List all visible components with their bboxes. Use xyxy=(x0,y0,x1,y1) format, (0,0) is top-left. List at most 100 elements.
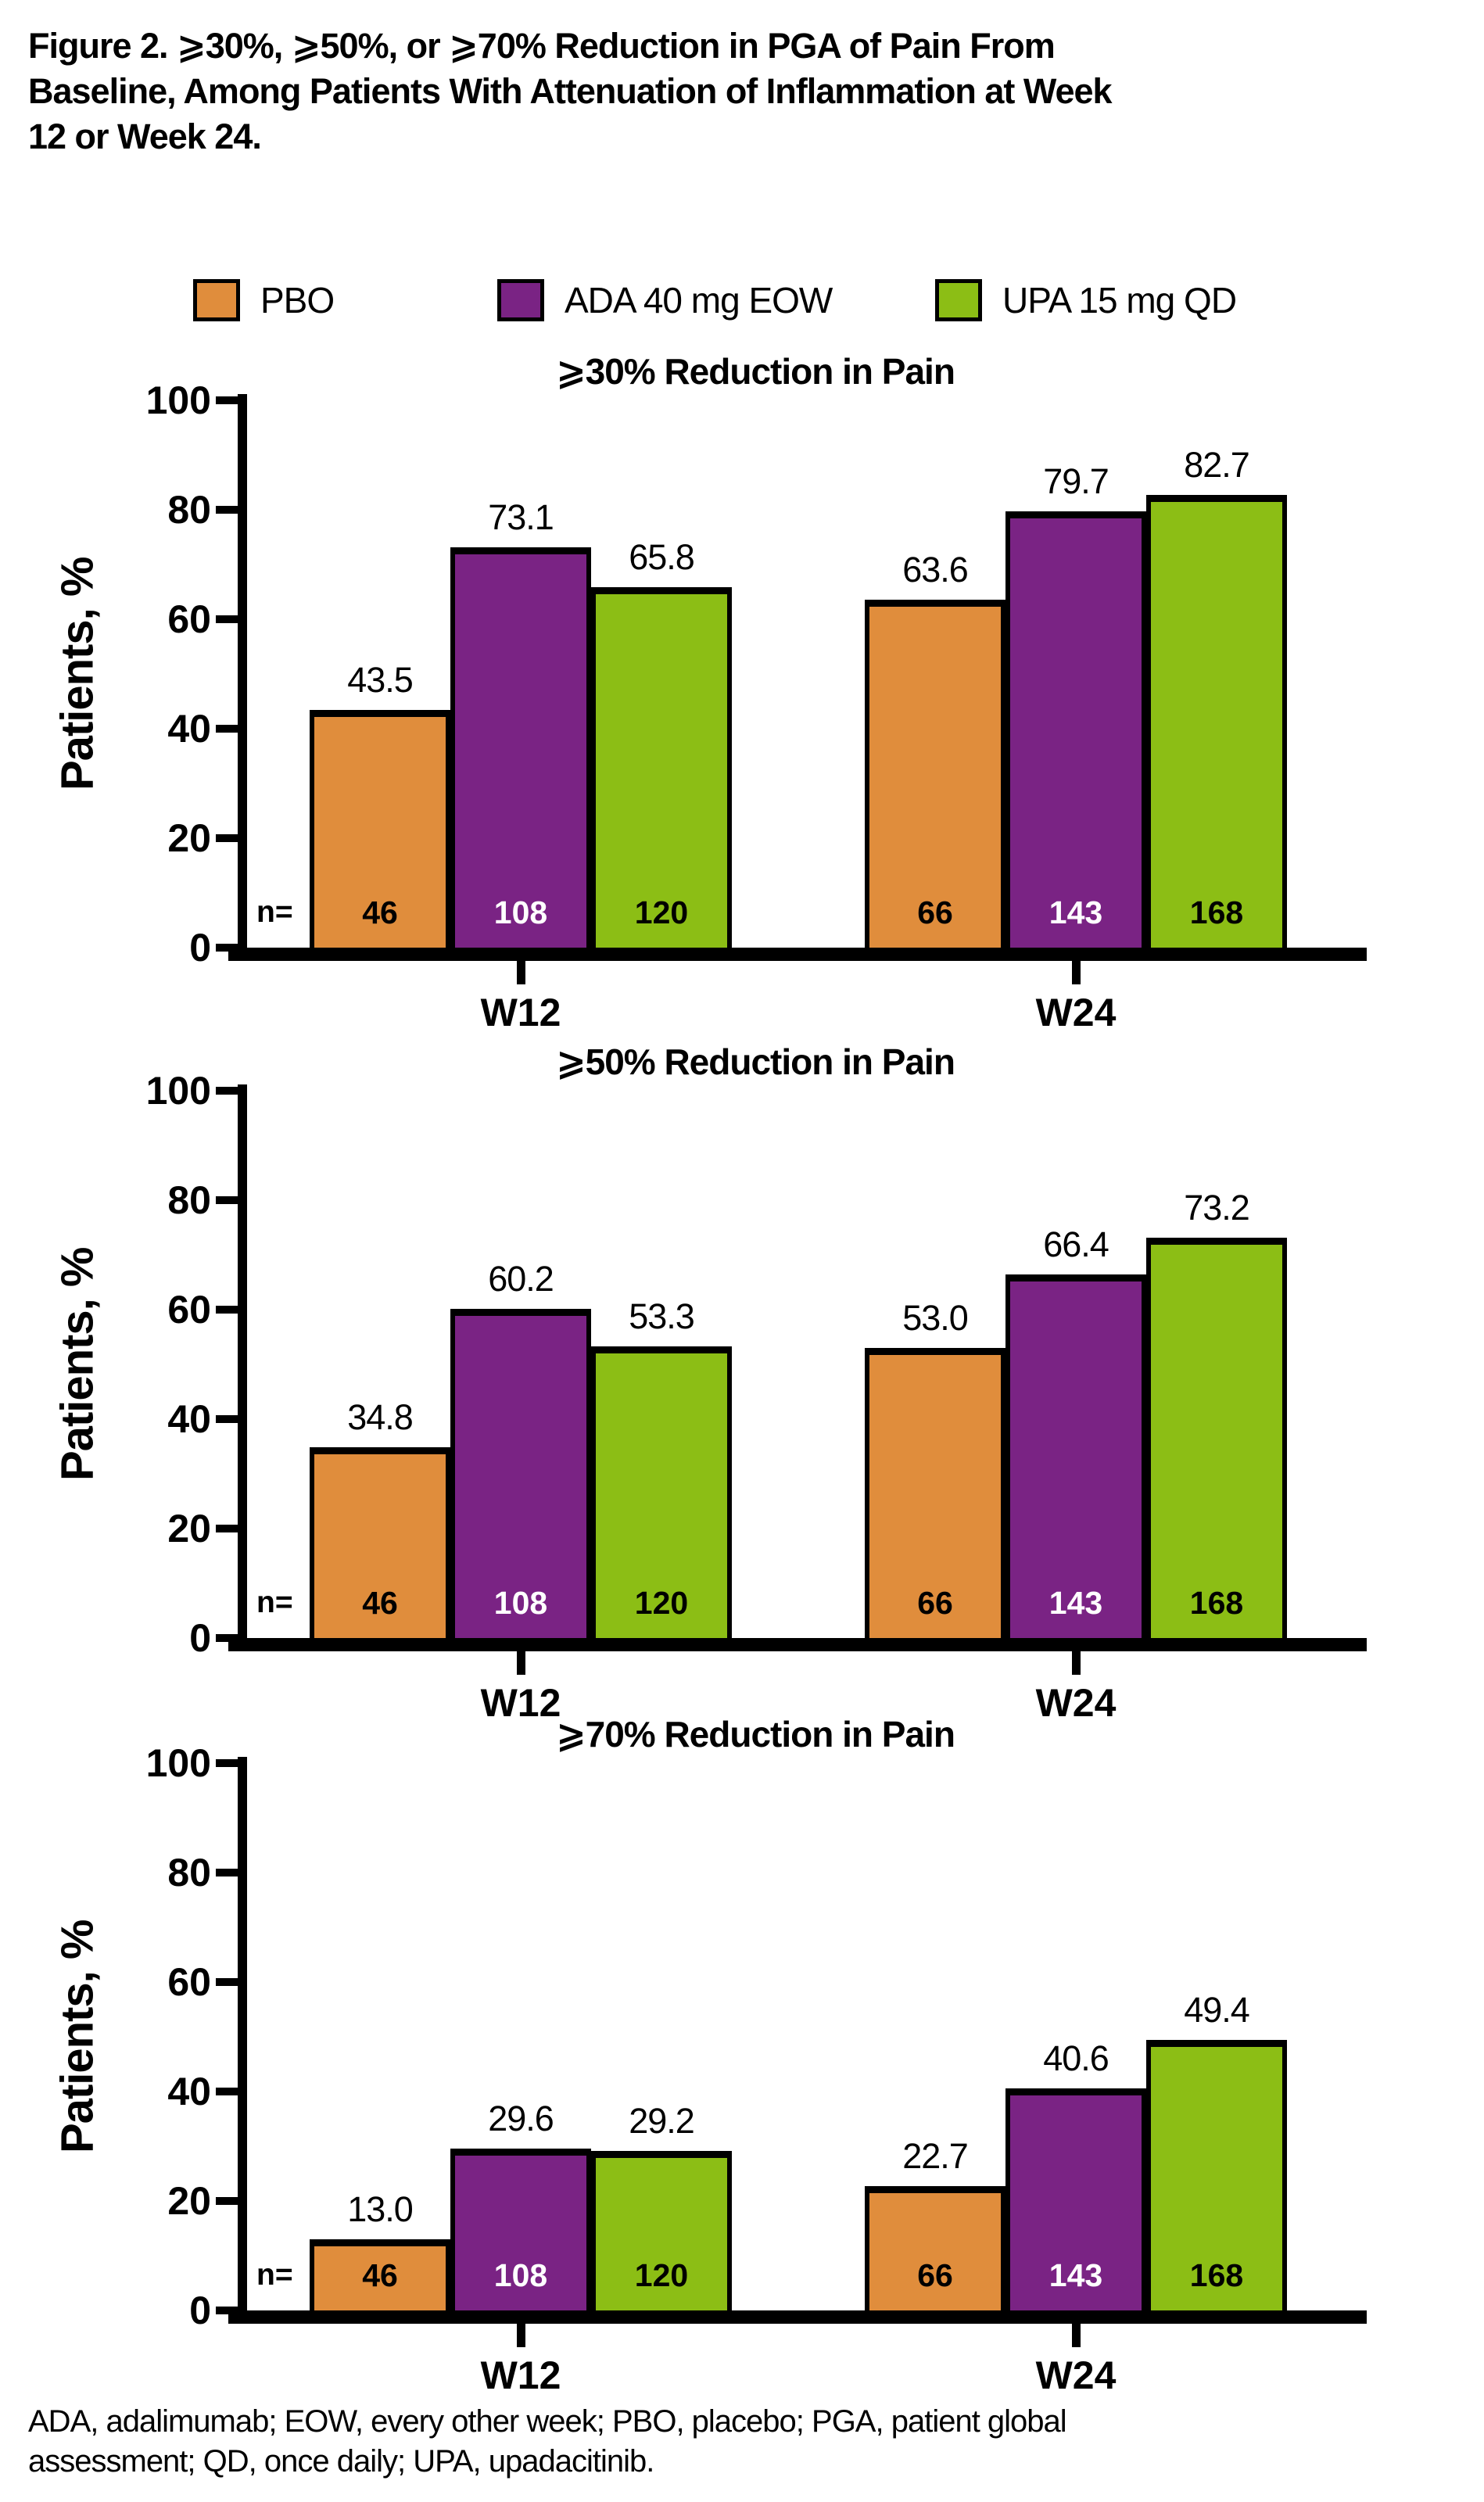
n-value-ada-w24: 143 xyxy=(1048,1585,1103,1621)
ada-color-swatch xyxy=(497,279,544,321)
x-tick-w12 xyxy=(517,2324,525,2347)
x-category-label-w24: W24 xyxy=(1035,2353,1117,2397)
legend-label-ada: ADA 40 mg EOW xyxy=(565,280,833,321)
y-tick-label-80: 80 xyxy=(167,1851,211,1894)
y-tick-label-80: 80 xyxy=(167,488,211,532)
n-value-upa-w24: 168 xyxy=(1189,2257,1244,2293)
chart-subtitle-50pct: ⩾50% Reduction in Pain xyxy=(556,1041,955,1082)
n-value-pbo-w12: 46 xyxy=(362,2257,398,2293)
y-tick-40 xyxy=(216,725,238,733)
n-value-upa-w12: 120 xyxy=(634,1585,689,1621)
figure-title-line-1: Figure 2. ⩾30%, ⩾50%, or ⩾70% Reduction … xyxy=(28,26,1056,66)
y-tick-label-0: 0 xyxy=(189,2289,211,2332)
y-tick-label-100: 100 xyxy=(145,378,211,422)
bar-upa-w24 xyxy=(1146,495,1287,948)
n-value-pbo-w24: 66 xyxy=(917,1585,953,1621)
y-tick-20 xyxy=(216,834,238,842)
n-value-upa-w12: 120 xyxy=(634,2257,689,2293)
bar-pbo-w24 xyxy=(865,2186,1005,2310)
chart-50pct-reduction: ⩾50% Reduction in Pain Patients, % n= 0 2… xyxy=(0,1025,1484,1722)
y-tick-0 xyxy=(216,2307,238,2314)
legend-label-upa: UPA 15 mg QD xyxy=(1002,280,1237,321)
y-tick-label-40: 40 xyxy=(167,1397,211,1441)
n-value-ada-w12: 108 xyxy=(493,1585,548,1621)
y-tick-40 xyxy=(216,2088,238,2095)
bar-upa-w24 xyxy=(1146,1237,1287,1638)
n-value-pbo-w24: 66 xyxy=(917,894,953,930)
legend: PBO ADA 40 mg EOW UPA 15 mg QD xyxy=(0,271,1484,330)
value-label-ada-w12: 29.6 xyxy=(488,2098,554,2138)
footnote: ADA, adalimumab; EOW, every other week; … xyxy=(28,2402,1067,2482)
figure-title-line-2: Baseline, Among Patients With Attenuatio… xyxy=(28,71,1113,111)
value-label-upa-w24: 49.4 xyxy=(1184,1990,1250,2031)
value-label-upa-w12: 53.3 xyxy=(629,1296,695,1336)
legend-item-ada: ADA 40 mg EOW xyxy=(497,271,833,330)
y-tick-label-0: 0 xyxy=(189,1616,211,1660)
plot-area-50pct: Patients, % n= 0 20 40 60 80 100 34.8 46 60.2 108… xyxy=(52,1071,1367,1722)
value-label-pbo-w12: 13.0 xyxy=(347,2189,414,2229)
y-tick-20 xyxy=(216,2197,238,2205)
y-axis-line xyxy=(238,1757,247,2310)
y-tick-label-80: 80 xyxy=(167,1178,211,1222)
bar-upa-w12 xyxy=(591,2150,732,2310)
x-axis-line xyxy=(228,1638,1367,1651)
n-value-pbo-w12: 46 xyxy=(362,894,398,930)
y-tick-60 xyxy=(216,615,238,623)
legend-item-pbo: PBO xyxy=(193,271,335,330)
value-label-ada-w24: 79.7 xyxy=(1043,461,1109,502)
bar-upa-w12 xyxy=(591,1346,732,1638)
legend-label-pbo: PBO xyxy=(260,280,335,321)
y-tick-100 xyxy=(216,1759,238,1767)
n-value-ada-w24: 143 xyxy=(1048,2257,1103,2293)
figure-title-line-3: 12 or Week 24. xyxy=(28,116,262,156)
value-label-upa-w24: 73.2 xyxy=(1184,1187,1250,1228)
chart-30pct-reduction: ⩾30% Reduction in Pain Patients, % n= 0 2… xyxy=(0,335,1484,1032)
n-equals-label: n= xyxy=(256,1586,293,1619)
value-label-pbo-w24: 63.6 xyxy=(902,549,969,590)
y-tick-40 xyxy=(216,1415,238,1423)
value-label-pbo-w12: 34.8 xyxy=(347,1397,414,1438)
y-axis-label: Patients, % xyxy=(52,1920,103,2154)
y-axis-line xyxy=(238,394,247,948)
bar-pbo-w24 xyxy=(865,1348,1005,1638)
n-value-ada-w12: 108 xyxy=(493,2257,548,2293)
x-tick-w12 xyxy=(517,1651,525,1675)
x-category-label-w24: W24 xyxy=(1035,991,1117,1034)
x-category-label-w12: W12 xyxy=(480,2353,561,2397)
n-value-upa-w24: 168 xyxy=(1189,894,1244,930)
y-tick-label-0: 0 xyxy=(189,926,211,970)
bar-pbo-w12 xyxy=(310,2239,450,2310)
value-label-pbo-w24: 22.7 xyxy=(902,2136,969,2177)
y-tick-60 xyxy=(216,1978,238,1986)
y-tick-0 xyxy=(216,1634,238,1642)
bar-ada-w24 xyxy=(1005,2088,1146,2310)
upa-color-swatch xyxy=(935,279,982,321)
y-tick-label-100: 100 xyxy=(145,1741,211,1785)
figure-title: Figure 2. ⩾30%, ⩾50%, or ⩾70% Reduction … xyxy=(28,23,1113,160)
plot-area-70pct: Patients, % n= 0 20 40 60 80 100 13.0 46 29.6 108… xyxy=(52,1744,1367,2395)
y-tick-label-20: 20 xyxy=(167,816,211,860)
y-tick-label-60: 60 xyxy=(167,1960,211,2004)
n-value-pbo-w12: 46 xyxy=(362,1585,398,1621)
bar-upa-w12 xyxy=(591,587,732,948)
bar-upa-w24 xyxy=(1146,2040,1287,2310)
y-axis-line xyxy=(238,1084,247,1638)
value-label-pbo-w12: 43.5 xyxy=(347,659,414,700)
y-axis-label: Patients, % xyxy=(52,557,103,791)
n-value-pbo-w24: 66 xyxy=(917,2257,953,2293)
x-tick-w24 xyxy=(1072,961,1081,984)
pbo-color-swatch xyxy=(193,279,240,321)
y-tick-label-20: 20 xyxy=(167,2179,211,2223)
y-tick-80 xyxy=(216,1196,238,1204)
plot-area-30pct: Patients, % n= 0 20 40 60 80 100 43.5 46 73.1 108… xyxy=(52,381,1367,1032)
x-axis-line xyxy=(228,2310,1367,2324)
x-axis-line xyxy=(228,948,1367,961)
n-value-upa-w24: 168 xyxy=(1189,1585,1244,1621)
bar-pbo-w12 xyxy=(310,1447,450,1638)
bar-ada-w12 xyxy=(450,547,591,948)
footnote-line-1: ADA, adalimumab; EOW, every other week; … xyxy=(28,2404,1067,2439)
n-value-ada-w24: 143 xyxy=(1048,894,1103,930)
value-label-ada-w12: 73.1 xyxy=(488,497,554,538)
bar-pbo-w12 xyxy=(310,709,450,948)
bar-ada-w12 xyxy=(450,1308,591,1638)
